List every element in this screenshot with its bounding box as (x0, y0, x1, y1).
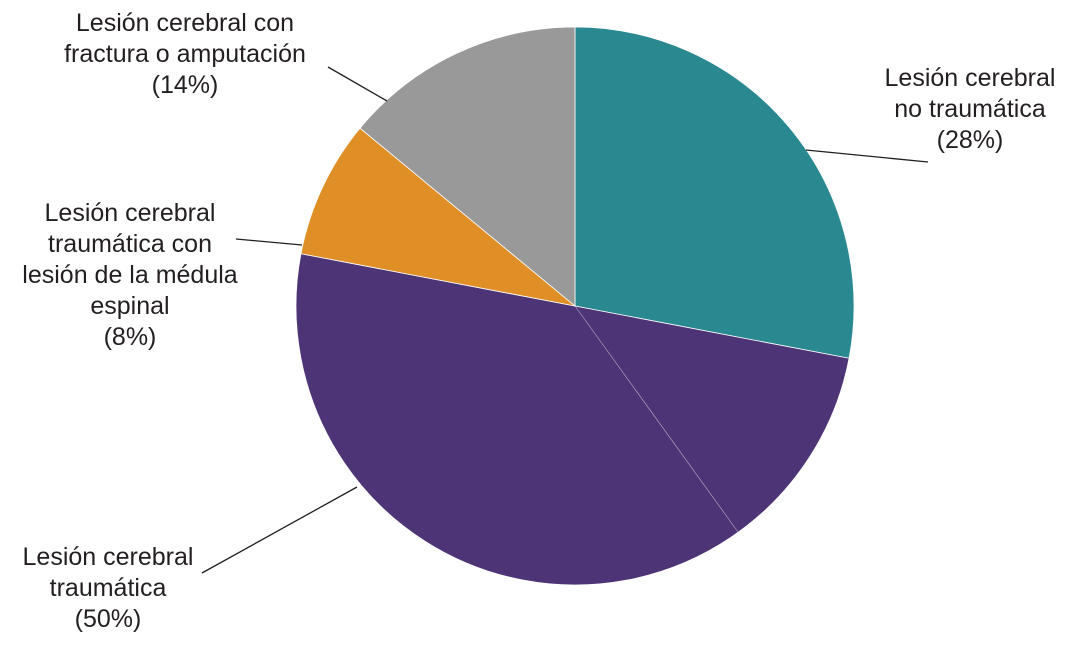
slice-label-line: traumática (50, 574, 167, 602)
pie-slice-2 (295, 253, 850, 586)
slice-label-line: fractura o amputación (64, 40, 306, 68)
pie-slice-3 (300, 127, 576, 307)
slice-labels: Lesión cerebral no traumática (28%)Lesión … (22, 9, 1055, 633)
pie-slice-4 (359, 26, 576, 307)
slice-label-line: traumática con (48, 230, 212, 258)
slice-label-4: Lesión cerebral con fractura o amputación… (64, 9, 306, 99)
slice-label-3: Lesión cerebral traumática con lesión de l… (22, 199, 238, 351)
pie-slices (295, 26, 855, 586)
slice-label-line: Lesión cerebral con (76, 9, 294, 37)
slice-value-label: (50%) (75, 605, 142, 633)
slice-value-label: (28%) (937, 126, 1004, 154)
slice-label-line: Lesión cerebral (885, 64, 1056, 92)
slice-label-line: no traumática (894, 95, 1046, 123)
slice-label-2: Lesión cerebral traumática (50%) (23, 543, 194, 633)
leader-line-2 (201, 486, 358, 574)
leader-line-4 (327, 66, 388, 102)
leader-lines (201, 66, 929, 574)
slice-label-line: Lesión cerebral (45, 199, 216, 227)
leader-line-3 (235, 238, 303, 246)
leader-line-1 (805, 149, 929, 163)
pie-slice-1 (574, 26, 855, 359)
slice-label-line: Lesión cerebral (23, 543, 194, 571)
slice-value-label: (14%) (152, 71, 219, 99)
slice-value-label: (8%) (104, 323, 157, 351)
slice-label-1: Lesión cerebral no traumática (28%) (885, 64, 1056, 154)
slice-label-line: espinal (90, 292, 169, 320)
slice-divider (574, 305, 739, 533)
slice-label-line: lesión de la médula (22, 261, 238, 289)
